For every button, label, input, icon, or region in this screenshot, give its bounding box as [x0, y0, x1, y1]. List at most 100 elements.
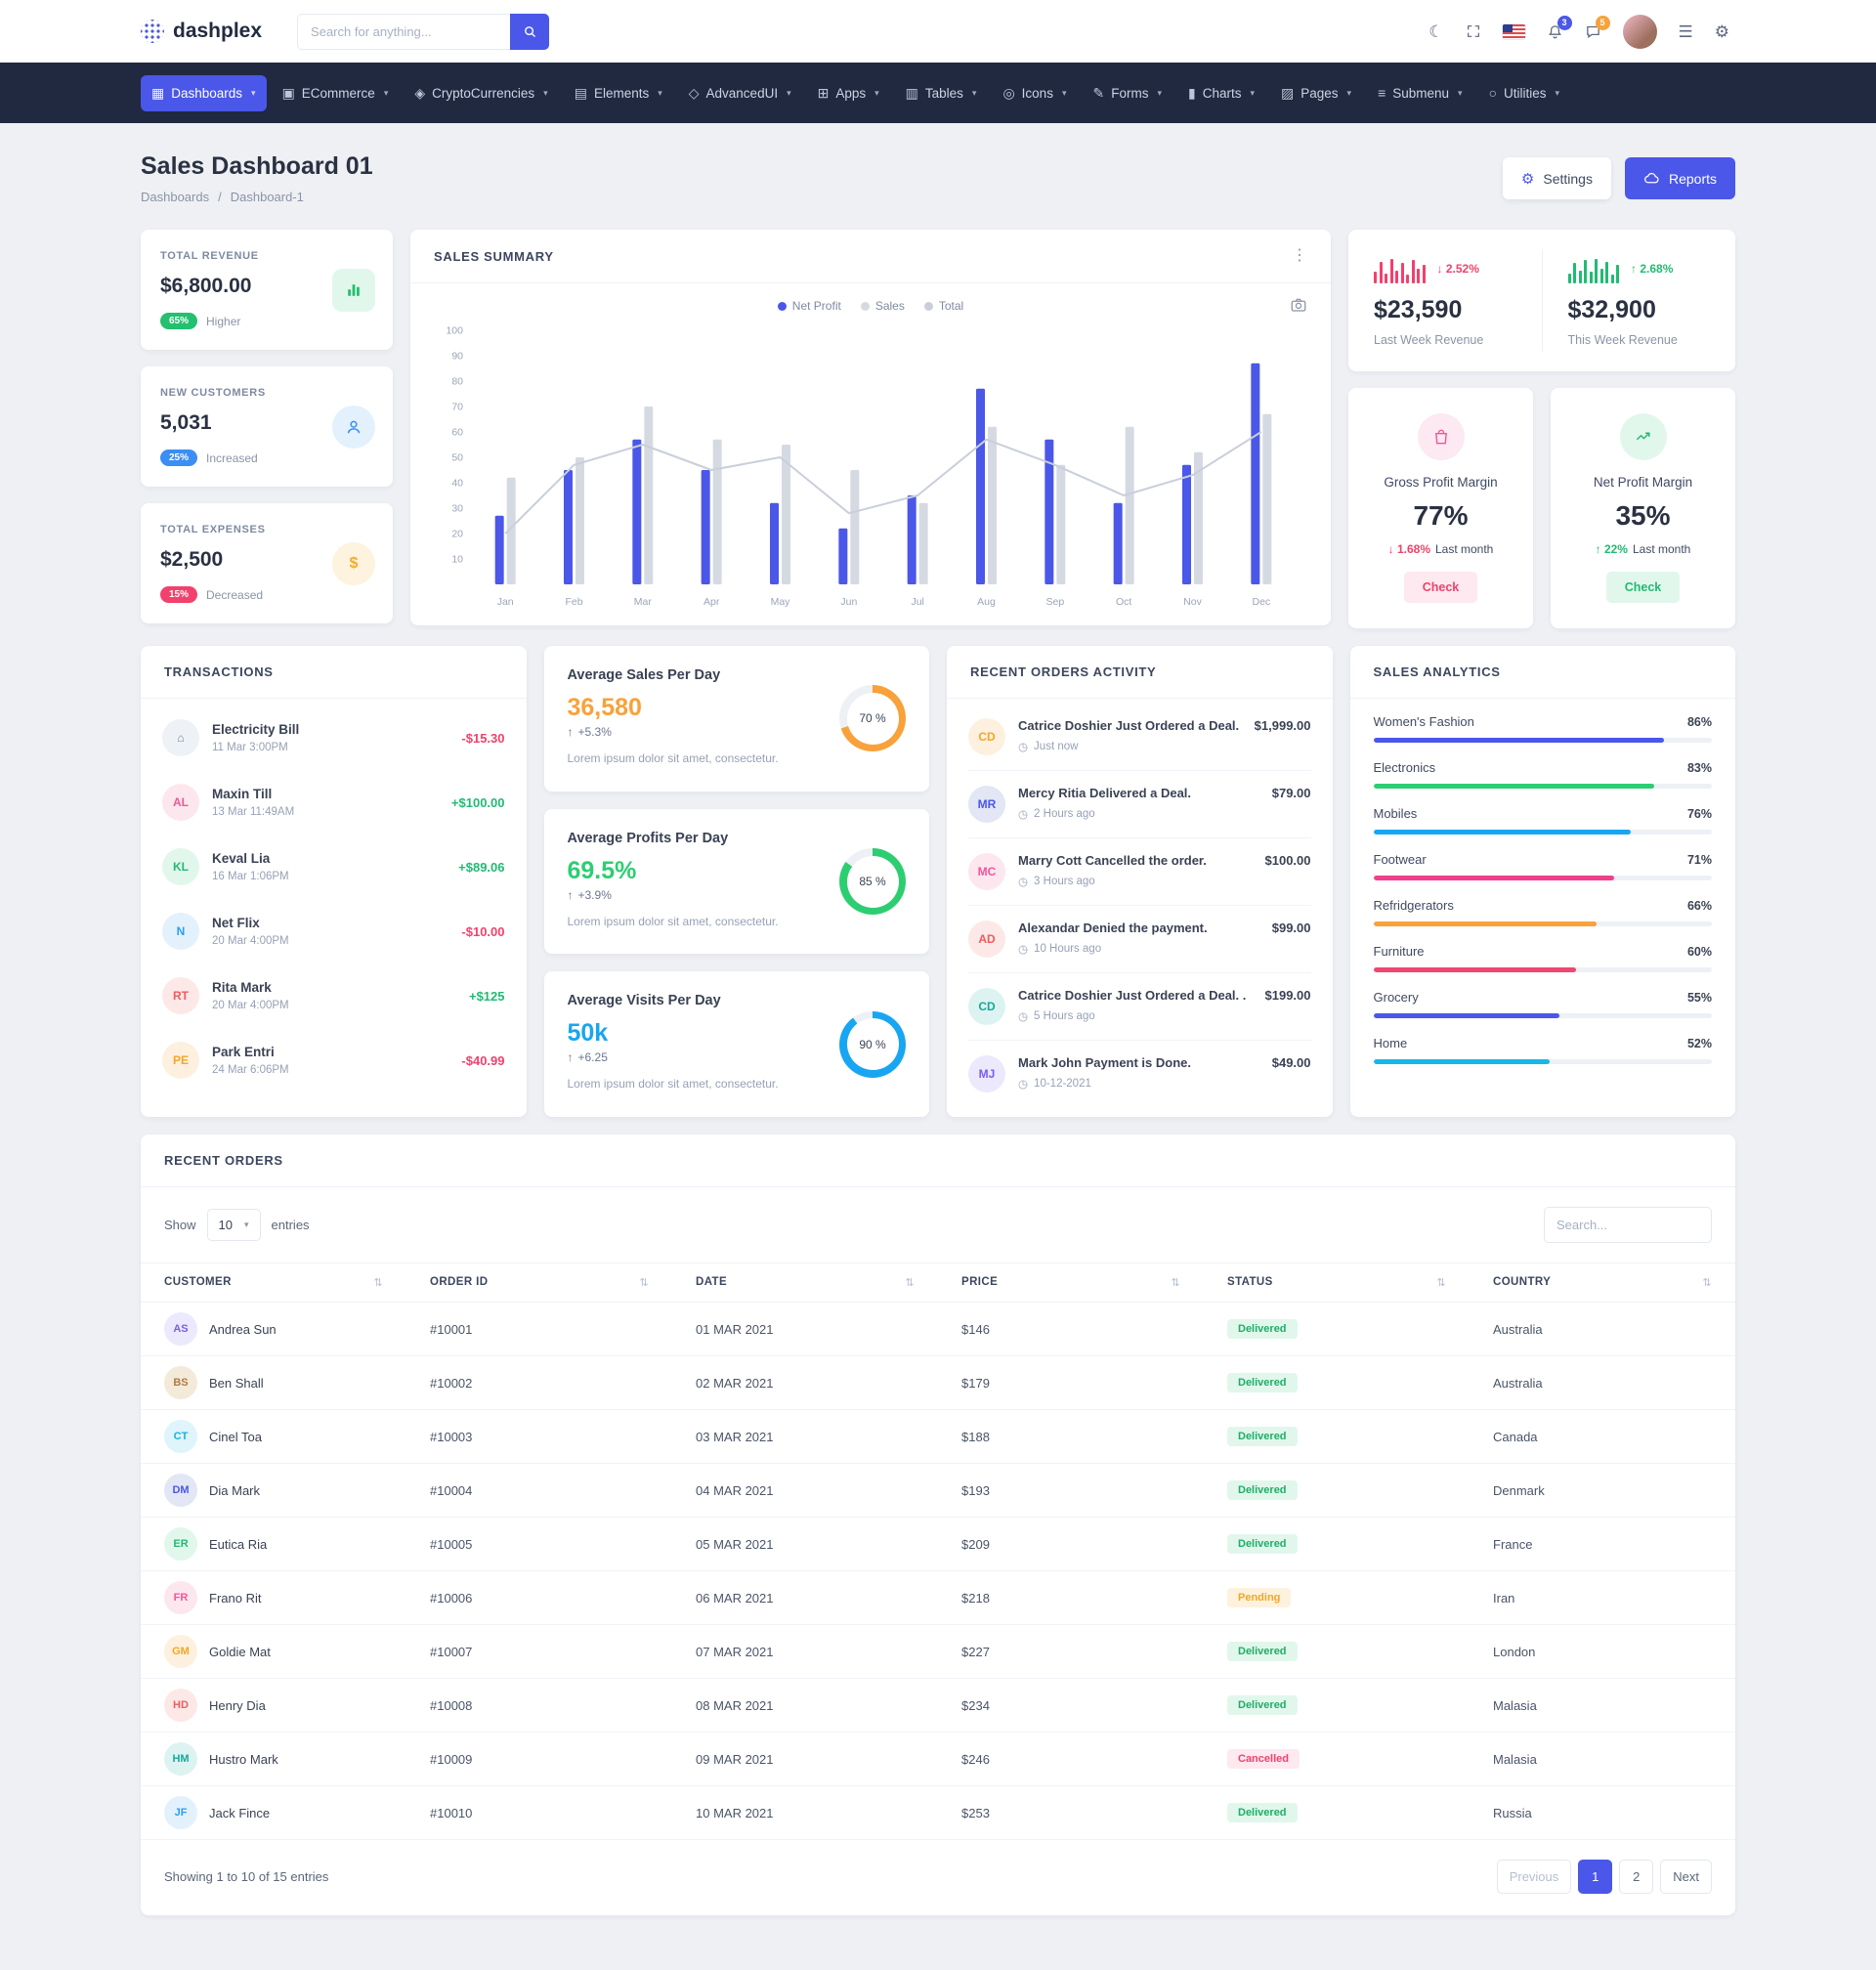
customer-avatar: BS	[164, 1366, 197, 1399]
table-row[interactable]: FR Frano Rit #10006 06 MAR 2021 $218 Pend…	[141, 1570, 1735, 1625]
sort-icon: ⇅	[639, 1277, 649, 1289]
topbar-settings-gear-icon[interactable]: ⚙	[1714, 21, 1729, 41]
order-id: #10003	[406, 1409, 672, 1464]
column-header-customer[interactable]: CUSTOMER ⇅	[141, 1263, 406, 1303]
customer-name: Andrea Sun	[209, 1321, 277, 1337]
nav-cryptocurrencies[interactable]: ◈ CryptoCurrencies ▾	[404, 75, 558, 111]
nav-icons[interactable]: ◎ Icons ▾	[992, 75, 1077, 111]
pagination-previous[interactable]: Previous	[1496, 1860, 1572, 1894]
column-header-price[interactable]: PRICE ⇅	[938, 1263, 1204, 1303]
transaction-name: Maxin Till	[212, 787, 273, 801]
table-row[interactable]: CT Cinel Toa #10003 03 MAR 2021 $188 Deli…	[141, 1409, 1735, 1464]
transaction-row[interactable]: AL Maxin Till 13 Mar 11:49AM +$100.00	[162, 770, 505, 835]
nav-advancedui[interactable]: ◇ AdvancedUI ▾	[678, 75, 802, 111]
table-row[interactable]: JF Jack Fince #10010 10 MAR 2021 $253 Del…	[141, 1785, 1735, 1840]
search-input[interactable]	[297, 13, 511, 50]
legend-net-profit[interactable]: Net Profit	[777, 299, 841, 313]
table-row[interactable]: HD Henry Dia #10008 08 MAR 2021 $234 Deli…	[141, 1678, 1735, 1733]
page-size-select[interactable]: 10 ▾	[206, 1209, 261, 1241]
nav-tables[interactable]: ▥ Tables ▾	[895, 75, 988, 111]
dark-mode-icon[interactable]: ☾	[1428, 21, 1444, 41]
nav-pages[interactable]: ▨ Pages ▾	[1270, 75, 1362, 111]
messages-icon[interactable]: 5	[1585, 15, 1610, 40]
sort-icon: ⇅	[1436, 1277, 1446, 1289]
kebab-menu-icon[interactable]: ⋮	[1292, 247, 1307, 264]
transaction-name: Electricity Bill	[212, 722, 300, 737]
margin-delta: ↑ 22%	[1595, 542, 1628, 556]
legend-dot	[860, 301, 870, 311]
table-row[interactable]: DM Dia Mark #10004 04 MAR 2021 $193 Deliv…	[141, 1463, 1735, 1518]
sidebar-toggle-icon[interactable]: ☰	[1678, 21, 1693, 41]
analytics-percent: 52%	[1686, 1036, 1712, 1050]
nav-submenu[interactable]: ≡ Submenu ▾	[1367, 75, 1473, 110]
activity-amount: $79.00	[1271, 786, 1311, 800]
crypto-icon: ◈	[414, 84, 426, 101]
nav-apps[interactable]: ⊞ Apps ▾	[807, 75, 890, 111]
activity-text: Alexandar Denied the payment.	[1018, 921, 1208, 935]
pagination-next[interactable]: Next	[1660, 1860, 1712, 1894]
table-row[interactable]: BS Ben Shall #10002 02 MAR 2021 $179 Deli…	[141, 1355, 1735, 1410]
activity-row[interactable]: MC Marry Cott Cancelled the order. ◷ 3 Hou…	[968, 838, 1311, 906]
activity-row[interactable]: MJ Mark John Payment is Done. ◷ 10-12-2021…	[968, 1041, 1311, 1107]
transaction-row[interactable]: RT Rita Mark 20 Mar 4:00PM +$125	[162, 964, 505, 1028]
pagination-page-2[interactable]: 2	[1619, 1860, 1654, 1894]
reports-button[interactable]: Reports	[1624, 157, 1735, 199]
breadcrumb: Dashboards / Dashboard-1	[141, 190, 373, 204]
recent-orders-activity-card: RECENT ORDERS ACTIVITY CD Catrice Doshie…	[947, 646, 1333, 1117]
svg-text:40: 40	[451, 478, 463, 490]
column-header-country[interactable]: COUNTRY ⇅	[1470, 1263, 1735, 1303]
activity-avatar: MR	[968, 786, 1005, 823]
table-row[interactable]: GM Goldie Mat #10007 07 MAR 2021 $227 Del…	[141, 1624, 1735, 1679]
nav-charts[interactable]: ▮ Charts ▾	[1177, 75, 1265, 111]
activity-time: 10-12-2021	[1034, 1078, 1091, 1090]
legend-total[interactable]: Total	[923, 299, 963, 313]
reports-button-label: Reports	[1668, 170, 1717, 187]
column-header-date[interactable]: DATE ⇅	[672, 1263, 938, 1303]
activity-row[interactable]: CD Catrice Doshier Just Ordered a Deal. …	[968, 973, 1311, 1041]
pagination-page-1[interactable]: 1	[1578, 1860, 1613, 1894]
stat-label: NEW CUSTOMERS	[160, 387, 266, 399]
camera-icon[interactable]	[1290, 296, 1307, 314]
nav-label: Submenu	[1392, 85, 1450, 101]
avatar-initials: CD	[978, 730, 996, 744]
user-avatar[interactable]	[1622, 14, 1657, 49]
column-header-status[interactable]: STATUS ⇅	[1204, 1263, 1470, 1303]
activity-row[interactable]: AD Alexandar Denied the payment. ◷ 10 Hour…	[968, 906, 1311, 973]
nav-dashboards[interactable]: ▦ Dashboards ▾	[141, 74, 267, 111]
breadcrumb-root[interactable]: Dashboards	[141, 190, 210, 204]
table-row[interactable]: HM Hustro Mark #10009 09 MAR 2021 $246 Ca…	[141, 1732, 1735, 1786]
notifications-bell-icon[interactable]: 3	[1547, 15, 1572, 40]
chevron-down-icon: ▾	[874, 87, 879, 98]
table-search-input[interactable]	[1544, 1207, 1712, 1243]
order-date: 07 MAR 2021	[672, 1624, 938, 1679]
this-week-delta: ↑ 2.68%	[1631, 262, 1674, 276]
check-button[interactable]: Check	[1605, 572, 1681, 603]
transaction-row[interactable]: ⌂ Electricity Bill 11 Mar 3:00PM -$15.30	[162, 706, 505, 770]
nav-elements[interactable]: ▤ Elements ▾	[564, 75, 673, 111]
order-price: $188	[938, 1409, 1204, 1464]
table-row[interactable]: ER Eutica Ria #10005 05 MAR 2021 $209 Del…	[141, 1517, 1735, 1571]
transaction-row[interactable]: KL Keval Lia 16 Mar 1:06PM +$89.06	[162, 835, 505, 899]
table-row[interactable]: AS Andrea Sun #10001 01 MAR 2021 $146 Del…	[141, 1302, 1735, 1356]
donut-label: 90 %	[846, 1018, 899, 1071]
logo[interactable]: dashplex	[141, 20, 262, 43]
search-icon	[523, 24, 537, 39]
nav-utilities[interactable]: ○ Utilities ▾	[1478, 75, 1571, 110]
check-button[interactable]: Check	[1403, 572, 1478, 603]
legend-sales[interactable]: Sales	[860, 299, 905, 313]
activity-row[interactable]: CD Catrice Doshier Just Ordered a Deal. ◷…	[968, 704, 1311, 771]
fullscreen-icon[interactable]	[1466, 23, 1481, 39]
settings-button[interactable]: ⚙ Settings	[1502, 157, 1611, 199]
nav-ecommerce[interactable]: ▣ ECommerce ▾	[272, 75, 400, 111]
nav-forms[interactable]: ✎ Forms ▾	[1082, 75, 1172, 111]
svg-text:30: 30	[451, 503, 463, 515]
analytics-label: Footwear	[1373, 852, 1427, 867]
search-button[interactable]	[510, 13, 550, 50]
activity-row[interactable]: MR Mercy Ritia Delivered a Deal. ◷ 2 Hours…	[968, 771, 1311, 838]
sort-icon: ⇅	[373, 1277, 383, 1289]
transaction-row[interactable]: N Net Flix 20 Mar 4:00PM -$10.00	[162, 899, 505, 964]
activity-text: Catrice Doshier Just Ordered a Deal. .	[1018, 988, 1247, 1003]
transaction-row[interactable]: PE Park Entri 24 Mar 6:06PM -$40.99	[162, 1028, 505, 1092]
column-header-order-id[interactable]: ORDER ID ⇅	[406, 1263, 672, 1303]
language-flag-icon[interactable]	[1502, 23, 1525, 39]
